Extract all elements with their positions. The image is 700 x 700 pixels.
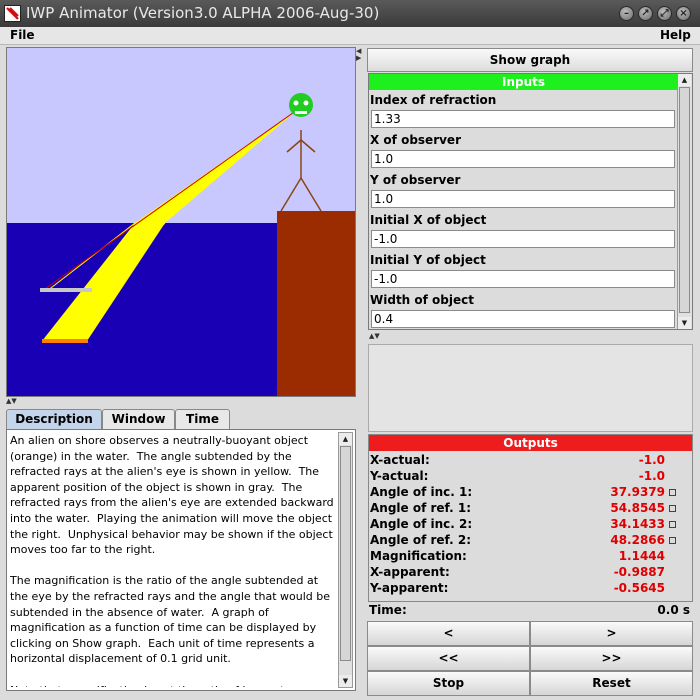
output-value-angle-inc-2: 34.1433 (610, 517, 665, 531)
graph-area (368, 344, 693, 432)
index-of-refraction-field[interactable]: 1.33 (371, 110, 675, 128)
stop-button[interactable]: Stop (367, 671, 530, 696)
output-value-x-apparent: -0.9887 (613, 565, 665, 579)
scroll-thumb[interactable] (340, 446, 351, 661)
output-label-angle-inc-1: Angle of inc. 1: (370, 485, 473, 499)
output-label-angle-inc-2: Angle of inc. 2: (370, 517, 473, 531)
output-value-angle-inc-1: 37.9379 (610, 485, 665, 499)
alien-leg-right (300, 177, 322, 212)
alien-leg-left (280, 177, 302, 212)
rewind-button[interactable]: << (367, 646, 530, 671)
output-label-magnification: Magnification: (370, 549, 467, 563)
degree-box-icon (669, 489, 676, 496)
x-of-observer-field[interactable]: 1.0 (371, 150, 675, 168)
alien-arm-right (300, 139, 316, 153)
inputs-scroll-up-icon[interactable]: ▲ (678, 74, 691, 86)
width-of-object-field[interactable]: 0.4 (371, 310, 675, 328)
output-value-y-apparent: -0.5645 (613, 581, 665, 595)
vertical-divider-grip[interactable]: ◀ ▶ (356, 47, 362, 62)
description-text: An alien on shore observes a neutrally-b… (10, 434, 334, 687)
window-title: IWP Animator (Version3.0 ALPHA 2006-Aug-… (26, 4, 380, 22)
input-label-x-of-observer: X of observer (370, 133, 461, 147)
extended-ray-left (46, 222, 136, 292)
description-panel: An alien on shore observes a neutrally-b… (6, 429, 356, 691)
output-value-magnification: 1.1444 (618, 549, 665, 563)
description-scrollbar[interactable]: ▲ ▼ (338, 432, 353, 688)
input-label-initial-y-of-object: Initial Y of object (370, 253, 486, 267)
horizontal-divider-grip[interactable]: ▲▼ (6, 397, 17, 405)
y-of-observer-field[interactable]: 1.0 (371, 190, 675, 208)
outputs-panel: Outputs X-actual: -1.0 Y-actual: -1.0 An… (368, 434, 693, 602)
inputs-scrollbar[interactable]: ▲ ▼ (677, 74, 692, 329)
output-value-y-actual: -1.0 (638, 469, 665, 483)
menu-file[interactable]: File (10, 28, 35, 42)
input-label-width-of-object: Width of object (370, 293, 474, 307)
extended-ray-right (94, 222, 166, 292)
outputs-header: Outputs (369, 435, 692, 451)
initial-x-of-object-field[interactable]: -1.0 (371, 230, 675, 248)
input-label-initial-x-of-object: Initial X of object (370, 213, 487, 227)
output-label-x-actual: X-actual: (370, 453, 430, 467)
animation-canvas[interactable] (6, 47, 356, 397)
inputs-scroll-down-icon[interactable]: ▼ (678, 317, 691, 329)
scene-drawing (7, 48, 355, 396)
shore-bank (277, 211, 355, 396)
initial-y-of-object-field[interactable]: -1.0 (371, 270, 675, 288)
output-label-y-actual: Y-actual: (370, 469, 429, 483)
app-logo-icon (4, 5, 21, 22)
inputs-divider-grip[interactable]: ▲▼ (369, 332, 380, 340)
actual-object (42, 339, 88, 343)
step-forward-button[interactable]: > (530, 621, 693, 646)
time-value: 0.0 s (657, 603, 690, 617)
input-label-index-of-refraction: Index of refraction (370, 93, 497, 107)
input-label-y-of-observer: Y of observer (370, 173, 461, 187)
time-label: Time: (369, 603, 407, 617)
menu-bar: File Help (0, 27, 700, 45)
output-value-angle-ref-1: 54.8545 (610, 501, 665, 515)
menu-help[interactable]: Help (660, 28, 691, 42)
minimize-icon[interactable]: – (619, 6, 634, 21)
output-label-angle-ref-2: Angle of ref. 2: (370, 533, 471, 547)
output-value-x-actual: -1.0 (638, 453, 665, 467)
alien-eye-right (303, 100, 309, 106)
inputs-scroll-thumb[interactable] (679, 87, 690, 313)
output-value-angle-ref-2: 48.2866 (610, 533, 665, 547)
scroll-down-icon[interactable]: ▼ (339, 675, 352, 687)
tab-window[interactable]: Window (102, 409, 175, 429)
alien-eye-left (293, 100, 299, 106)
tab-time[interactable]: Time (175, 409, 230, 429)
fast-forward-button[interactable]: >> (530, 646, 693, 671)
title-bar: IWP Animator (Version3.0 ALPHA 2006-Aug-… (0, 0, 700, 27)
maximize-icon[interactable]: ↗ (638, 6, 653, 21)
restore-icon[interactable]: ⤢ (657, 6, 672, 21)
degree-box-icon (669, 537, 676, 544)
output-label-angle-ref-1: Angle of ref. 1: (370, 501, 471, 515)
degree-box-icon (669, 505, 676, 512)
degree-box-icon (669, 521, 676, 528)
alien-mouth (295, 111, 307, 114)
close-icon[interactable]: × (676, 6, 691, 21)
show-graph-button[interactable]: Show graph (367, 48, 693, 72)
time-readout: Time: 0.0 s (368, 602, 693, 620)
inputs-header: Inputs (369, 74, 678, 90)
step-back-button[interactable]: < (367, 621, 530, 646)
reset-button[interactable]: Reset (530, 671, 693, 696)
alien-arm-left (286, 139, 302, 153)
tab-description[interactable]: Description (6, 409, 102, 430)
ray-line (41, 109, 298, 292)
output-label-x-apparent: X-apparent: (370, 565, 450, 579)
apparent-object (40, 288, 92, 292)
alien-observer (280, 93, 322, 212)
scroll-up-icon[interactable]: ▲ (339, 433, 352, 445)
output-label-y-apparent: Y-apparent: (370, 581, 449, 595)
inputs-panel: Inputs Index of refraction 1.33 X of obs… (368, 73, 693, 330)
